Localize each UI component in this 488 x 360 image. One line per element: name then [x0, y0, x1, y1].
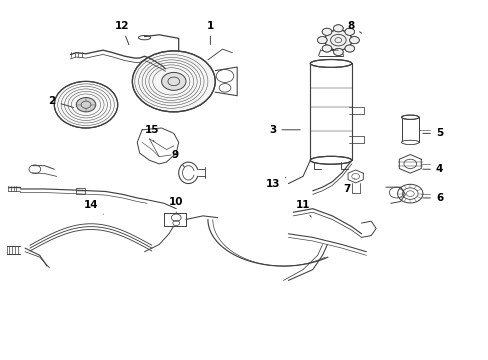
Circle shape: [349, 37, 359, 44]
Text: 2: 2: [48, 96, 74, 108]
Bar: [401, 117, 418, 142]
Bar: [310, 63, 351, 160]
Circle shape: [322, 45, 331, 52]
Text: 5: 5: [422, 129, 442, 138]
Text: 10: 10: [169, 197, 183, 213]
Circle shape: [322, 28, 331, 35]
Text: 9: 9: [171, 150, 184, 167]
Circle shape: [132, 51, 215, 112]
Text: 13: 13: [265, 177, 285, 189]
Text: 11: 11: [295, 200, 310, 217]
Bar: [76, 188, 85, 194]
Ellipse shape: [310, 156, 351, 164]
Circle shape: [324, 30, 351, 50]
Ellipse shape: [310, 59, 351, 67]
Text: 4: 4: [422, 164, 442, 174]
Text: 15: 15: [144, 125, 159, 141]
Text: 12: 12: [114, 21, 129, 45]
Circle shape: [54, 81, 118, 128]
Circle shape: [76, 98, 96, 112]
Text: 14: 14: [83, 200, 103, 214]
Text: 7: 7: [343, 179, 354, 194]
Circle shape: [344, 45, 354, 52]
Text: 8: 8: [346, 21, 361, 33]
Text: 6: 6: [422, 193, 442, 203]
Circle shape: [344, 28, 354, 35]
Circle shape: [161, 72, 185, 90]
Text: 3: 3: [268, 125, 300, 135]
Circle shape: [333, 48, 343, 55]
Bar: [401, 117, 418, 142]
Ellipse shape: [401, 115, 418, 120]
Text: 1: 1: [206, 21, 214, 45]
Ellipse shape: [401, 140, 418, 144]
Circle shape: [317, 37, 326, 44]
Circle shape: [333, 25, 343, 32]
